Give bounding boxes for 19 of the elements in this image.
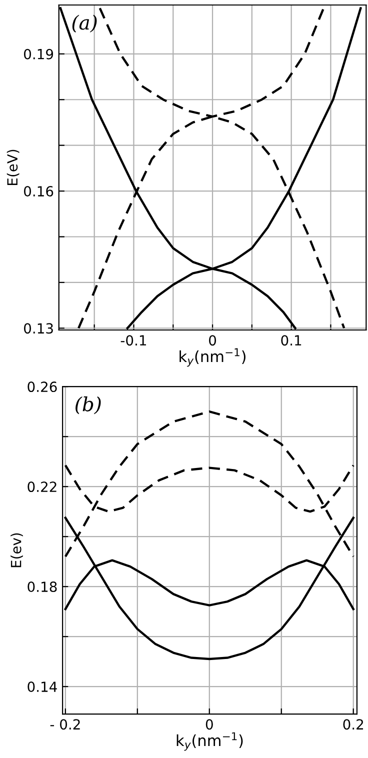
x-axis-title: k$_{y}$(nm$^{−1}$) — [180, 348, 246, 367]
y-tick-label: 0.14 — [28, 682, 57, 692]
y-tick-label: 0.18 — [28, 582, 57, 592]
y-tick-label: 0.26 — [28, 382, 57, 392]
y-tick-label: 0.19 — [24, 48, 54, 60]
x-tick-label: 0 — [206, 719, 213, 730]
x-axis-title: k$_{y}$(nm$^{−1}$) — [176, 732, 243, 751]
annotation: (b) — [76, 396, 101, 414]
y-axis-title: E(eV) — [6, 150, 20, 185]
x-tick-label: 0 — [209, 335, 216, 346]
x-tick-label: - 0.2 — [50, 719, 80, 730]
y-axis-title: E(ev) — [10, 533, 23, 568]
annotation: (a) — [72, 14, 97, 33]
x-tick-label: -0.1 — [120, 335, 146, 346]
y-tick-label: 0.13 — [24, 323, 53, 334]
y-tick-label: 0.16 — [24, 186, 54, 197]
x-tick-label: 0.2 — [343, 719, 364, 730]
y-tick-label: 0.22 — [28, 482, 56, 492]
x-tick-label: 0.1 — [281, 335, 302, 346]
